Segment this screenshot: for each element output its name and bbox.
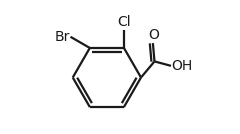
Text: Br: Br — [54, 30, 70, 44]
Text: OH: OH — [172, 59, 193, 73]
Text: Cl: Cl — [117, 14, 131, 29]
Text: O: O — [148, 28, 159, 42]
